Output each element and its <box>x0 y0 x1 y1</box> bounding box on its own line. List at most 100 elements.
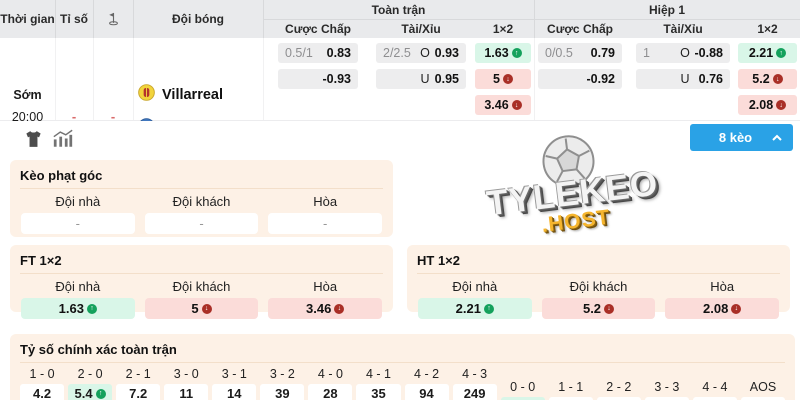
ft-handicap-row1-cell[interactable]: 0.5/1 0.83 <box>278 43 358 63</box>
score-odds[interactable]: 249 <box>452 384 497 400</box>
corner-placeholder: - <box>110 108 116 124</box>
odds-value: 5.4 <box>74 386 93 400</box>
corner-draw-odds[interactable]: - <box>268 213 383 234</box>
score-column: 1 - 0 4.2 <box>18 366 66 400</box>
column-divider <box>263 38 264 120</box>
score-odds[interactable]: 4.2 <box>20 384 65 400</box>
corner-home-label: Đội nhà <box>55 194 101 209</box>
score-label: 4 - 2 <box>414 367 440 381</box>
score-label: 3 - 3 <box>654 380 680 394</box>
trend-down-icon: ↓ <box>772 74 783 84</box>
score-label: 3 - 1 <box>221 367 247 381</box>
home-team-row[interactable]: Villarreal <box>138 84 223 105</box>
jersey-icon[interactable] <box>24 130 43 153</box>
score-column: 4 - 4 249 <box>691 379 739 400</box>
ft-under-cell[interactable]: U 0.95 <box>376 69 466 89</box>
sub-header-ft-overunder: Tài/Xỉu <box>401 21 441 36</box>
ht-draw-odds[interactable]: 2.08 ↓ <box>665 298 780 319</box>
ft-panel-title: FT 1×2 <box>20 245 383 274</box>
score-label: 2 - 2 <box>606 380 632 394</box>
score-odds[interactable]: 14 <box>212 384 257 400</box>
exact-score-title: Tỷ số chính xác toàn trận <box>20 334 785 363</box>
col-header-score: Tỉ số <box>59 12 88 26</box>
score-label: 4 - 1 <box>365 367 391 381</box>
ft-draw-odds[interactable]: 3.46 ↓ <box>268 298 383 319</box>
score-label: 3 - 0 <box>173 367 199 381</box>
ft-handicap-row2-cell[interactable]: -0.93 <box>278 69 358 89</box>
score-column: 2 - 2 22 <box>595 379 643 400</box>
handicap-odds: 0.79 <box>590 46 615 60</box>
ou-odds: -0.88 <box>694 46 724 60</box>
handicap-line: 0.5/1 <box>285 46 313 60</box>
odds-value: 1.63 <box>484 46 509 60</box>
score-column: 3 - 1 14 <box>210 366 258 400</box>
odds-value: 5.2 <box>752 72 770 86</box>
ou-side: O <box>420 46 430 60</box>
trend-down-icon: ↓ <box>511 100 522 110</box>
trend-up-icon: ↑ <box>776 48 787 58</box>
score-odds[interactable]: 11 <box>164 384 209 400</box>
ht-draw-label: Hòa <box>710 279 735 294</box>
odds-count-button[interactable]: 8 kèo <box>690 124 793 151</box>
score-odds[interactable]: 94 <box>404 384 449 400</box>
odds-value: 5 <box>493 72 500 86</box>
score-odds[interactable]: 28 <box>308 384 353 400</box>
corner-away-label: Đội khách <box>172 194 231 209</box>
ft-1x2-away-cell[interactable]: 5 ↓ <box>475 69 531 89</box>
ht-home-odds[interactable]: 2.21 ↑ <box>418 298 532 319</box>
odds-value: 1.63 <box>58 301 84 316</box>
h1-1x2-away-cell[interactable]: 5.2 ↓ <box>738 69 797 89</box>
trend-down-icon: ↓ <box>334 303 345 314</box>
odds-value: 2.21 <box>748 46 774 60</box>
score-label: 0 - 0 <box>510 380 536 394</box>
corner-odds-panel: Kèo phạt góc Đội nhà Đội khách Hòa - - - <box>10 160 393 237</box>
ft-home-odds[interactable]: 1.63 ↑ <box>21 298 135 319</box>
score-label: 4 - 3 <box>462 367 488 381</box>
score-column: 3 - 3 174 <box>643 379 691 400</box>
score-odds[interactable]: 7.2 <box>116 384 161 400</box>
odds-value: 5 <box>191 301 199 316</box>
group-header-first-half: Hiệp 1 <box>648 2 685 17</box>
ht-away-odds[interactable]: 5.2 ↓ <box>541 298 656 319</box>
ft-over-cell[interactable]: 2/2.5 O 0.93 <box>376 43 466 63</box>
ft-draw-label: Hòa <box>313 279 338 294</box>
ou-side: U <box>420 72 430 86</box>
stats-chart-icon[interactable] <box>52 129 74 153</box>
watermark-brand-text: TYLEKEO <box>484 163 661 224</box>
corner-away-odds[interactable]: - <box>144 213 259 234</box>
score-column: 1 - 1 6 <box>547 379 595 400</box>
ft-away-label: Đội khách <box>172 279 231 294</box>
odds-count-label: 8 kèo <box>718 130 753 145</box>
corner-home-odds[interactable]: - <box>21 213 135 234</box>
score-odds[interactable]: 5.4 ↑ <box>68 384 113 400</box>
score-label: 4 - 0 <box>317 367 343 381</box>
h1-over-cell[interactable]: 1 O -0.88 <box>636 43 730 63</box>
trend-up-icon: ↑ <box>86 303 97 314</box>
ft-1x2-draw-cell[interactable]: 3.46 ↓ <box>475 95 531 115</box>
odds-table-header: Thời gian Tỉ số Đội bóng Toàn trận Hiệp … <box>0 0 800 39</box>
ou-side: U <box>680 72 690 86</box>
ft-home-label: Đội nhà <box>55 279 101 294</box>
score-label: 3 - 2 <box>269 367 295 381</box>
h1-1x2-home-cell[interactable]: 2.21 ↑ <box>738 43 797 63</box>
h1-handicap-row1-cell[interactable]: 0/0.5 0.79 <box>538 43 622 63</box>
score-odds[interactable]: 39 <box>260 384 305 400</box>
h1-under-cell[interactable]: U 0.76 <box>636 69 730 89</box>
score-column: 3 - 0 11 <box>162 366 210 400</box>
trend-down-icon: ↓ <box>776 100 787 110</box>
score-label: 2 - 1 <box>125 367 151 381</box>
h1-1x2-draw-cell[interactable]: 2.08 ↓ <box>738 95 797 115</box>
column-divider <box>534 38 535 120</box>
ft-1x2-home-cell[interactable]: 1.63 ↑ <box>475 43 531 63</box>
score-odds[interactable]: 35 <box>356 384 401 400</box>
h1-handicap-row2-cell[interactable]: -0.92 <box>538 69 622 89</box>
header-divider <box>55 0 56 38</box>
sub-header-h1-handicap: Cược Chấp <box>547 21 613 36</box>
trend-up-icon: ↑ <box>95 388 106 399</box>
header-divider <box>263 19 800 20</box>
odds-value: 3.46 <box>306 301 332 316</box>
ou-odds: 0.76 <box>698 72 723 86</box>
ft-away-odds[interactable]: 5 ↓ <box>144 298 259 319</box>
trend-down-icon: ↓ <box>201 303 212 314</box>
ht-away-label: Đội khách <box>569 279 628 294</box>
